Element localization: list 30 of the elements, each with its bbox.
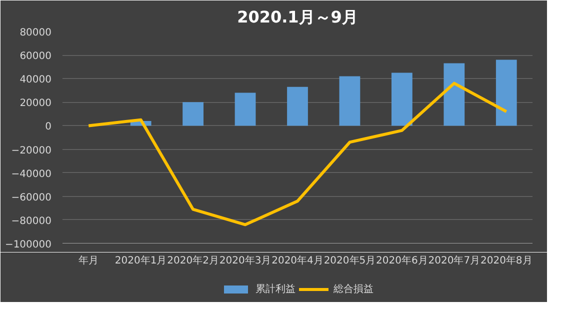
y-tick-label: 0 — [45, 122, 52, 133]
bar — [287, 86, 308, 126]
legend-label: 累計利益 — [256, 282, 296, 296]
x-tick-label: 年月 — [78, 254, 99, 266]
bar — [444, 63, 465, 126]
y-tick-label: −40000 — [11, 168, 52, 180]
x-tick-label: 2020年8月 — [480, 254, 532, 266]
x-tick-label: 2020年6月 — [376, 254, 428, 266]
y-tick-label: −60000 — [11, 192, 52, 204]
y-tick-label: 60000 — [20, 51, 52, 62]
y-tick-label: −100000 — [4, 240, 52, 250]
x-tick-label: 2020年3月 — [219, 254, 272, 266]
x-tick-label: 2020年7月 — [428, 254, 480, 266]
y-tick-label: 40000 — [20, 74, 52, 86]
bar — [182, 102, 204, 126]
y-tick-label: −80000 — [11, 216, 52, 227]
y-tick-label: 80000 — [20, 28, 52, 38]
bar — [234, 92, 256, 126]
line-series — [87, 82, 508, 226]
bar — [392, 72, 412, 126]
x-tick-label: 2020年5月 — [324, 254, 376, 266]
bar — [339, 76, 360, 126]
y-tick-label: 20000 — [20, 98, 52, 110]
y-tick-label: −20000 — [11, 145, 52, 156]
x-tick-label: 2020年1月 — [114, 254, 167, 266]
bar — [496, 60, 517, 126]
chart-title: 2020.1月～9月 — [237, 8, 358, 26]
x-tick-label: 2020年4月 — [272, 254, 324, 266]
legend-label: 総合損益 — [334, 283, 374, 296]
x-tick-label: 2020年2月 — [167, 254, 219, 266]
